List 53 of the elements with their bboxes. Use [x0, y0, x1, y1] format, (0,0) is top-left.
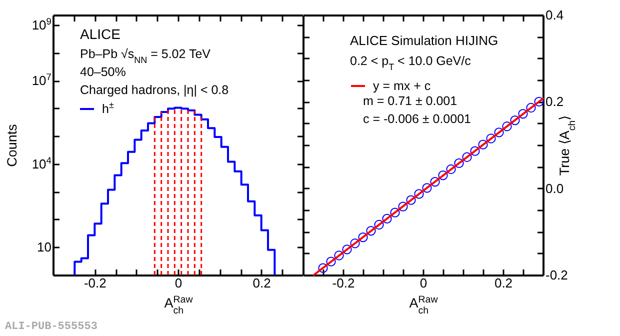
y2-tick-label: 0.4 [546, 8, 564, 22]
point [390, 208, 400, 218]
annotation: 40–50% [80, 65, 126, 79]
y-tick-label: 10$^{4}$ [32, 155, 52, 172]
annotation: ALICE [80, 26, 120, 42]
point [486, 134, 496, 144]
point [534, 96, 544, 106]
y2-tick-label: 0.2 [546, 94, 564, 110]
point [518, 108, 528, 119]
annotation: ALICE Simulation HIJING [350, 33, 498, 48]
point [358, 232, 368, 242]
point [398, 202, 408, 212]
y-tick-label: 10$^{9}$ [32, 16, 52, 33]
point [502, 122, 512, 132]
point [374, 220, 384, 230]
point [478, 140, 488, 150]
point [334, 250, 344, 260]
text: ALI-PUB-555553 [5, 321, 98, 333]
point [462, 152, 472, 162]
x-tick-label: 0.2 [494, 276, 513, 290]
legend-label: h$^{±}$ [102, 100, 114, 116]
point [510, 115, 520, 126]
x-tick-label: 0.2 [252, 276, 271, 290]
point [446, 164, 456, 174]
point [382, 214, 392, 224]
point [526, 102, 536, 113]
point [454, 158, 464, 168]
y-tick-label: 10 [37, 240, 52, 255]
annotation: c = -0.006 ± 0.0001 [363, 112, 472, 126]
point [326, 256, 336, 266]
point [350, 238, 360, 248]
point [470, 146, 480, 156]
legend-label: y = mx + c [373, 79, 431, 93]
annotation: 0.2 < p$_{T}$ < 10.0 GeV/c [350, 54, 471, 72]
annotation: Pb–Pb √s$_{NN}$ = 5.02 TeV [80, 47, 212, 65]
annotation: Charged hadrons, |η| < 0.8 [80, 83, 229, 97]
x-tick-label: -0.2 [332, 276, 355, 290]
point [406, 195, 416, 205]
y-axis-title: Counts [4, 124, 20, 167]
point [318, 263, 328, 273]
point [414, 189, 424, 199]
point [422, 183, 432, 193]
point [494, 128, 504, 138]
point [438, 170, 448, 180]
x-tick-label: 0 [420, 276, 428, 290]
annotation: m = 0.71 ± 0.001 [363, 94, 458, 108]
y-tick-label: 10$^{7}$ [32, 72, 52, 88]
point [430, 177, 440, 187]
point [366, 226, 376, 236]
x-tick-label: 0 [174, 276, 182, 290]
point [342, 244, 352, 254]
y2-tick-label: 0.0 [546, 180, 564, 196]
x-tick-label: -0.2 [84, 276, 106, 290]
